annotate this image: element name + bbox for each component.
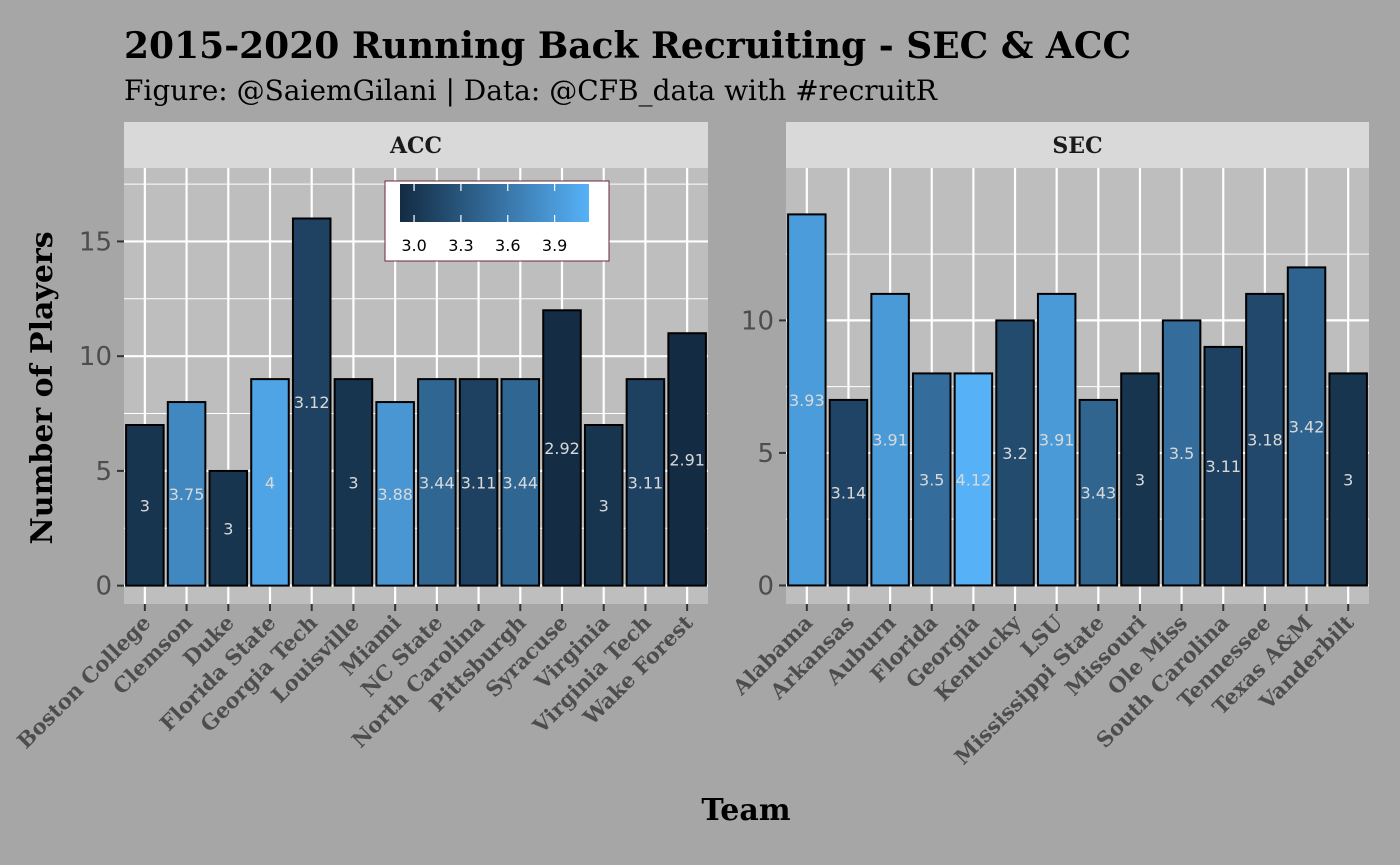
bar-virginia (583, 424, 624, 587)
y-tick-label: 0 (757, 571, 774, 601)
bar-label: 3.12 (294, 393, 330, 412)
bar-label: 3.44 (502, 473, 538, 492)
bar-virginia-tech (625, 378, 666, 587)
bar-label: 3.91 (1039, 431, 1075, 450)
bar-syracuse (542, 309, 582, 587)
bar-arkansas (828, 398, 869, 587)
bar-florida-state (250, 378, 290, 587)
bar-label: 4 (265, 473, 275, 492)
y-axis-title: Number of Players (25, 231, 60, 544)
y-tick-label: 5 (95, 457, 112, 487)
bar-georgia (953, 372, 994, 587)
bar-missouri (1120, 372, 1160, 587)
bar-mississippi-state (1078, 398, 1119, 587)
bar-auburn (870, 292, 910, 587)
bar-label: 3.11 (1205, 457, 1241, 476)
bar-label: 3.88 (377, 485, 413, 504)
chart-title: 2015-2020 Running Back Recruiting - SEC … (124, 25, 1131, 67)
bar-label: 3.43 (1081, 484, 1117, 503)
bar-georgia-tech (291, 217, 332, 587)
x-axis-title: Team (701, 793, 790, 828)
bar-boston-college (125, 424, 165, 587)
bar-south-carolina (1203, 345, 1243, 587)
facet-strip-label: SEC (1052, 133, 1102, 159)
bar-label: 3.91 (872, 431, 908, 450)
bar-label: 3.5 (1169, 444, 1194, 463)
color-legend: 3.0 3.3 3.6 3.9 (384, 180, 610, 262)
bar-pittsburgh (500, 378, 541, 587)
bar-duke (208, 469, 249, 587)
y-tick-label: 10 (741, 306, 774, 336)
bar-louisville (333, 378, 374, 587)
bar-label: 3 (348, 473, 358, 492)
bar-miami (375, 401, 415, 587)
bar-label: 2.91 (669, 450, 705, 469)
bar-florida (912, 372, 952, 587)
bar-label: 3 (1343, 470, 1353, 489)
chart-subtitle: Figure: @SaiemGilani | Data: @CFB_data w… (124, 74, 938, 107)
bar-label: 2.92 (544, 439, 580, 458)
legend-colorbar (400, 184, 589, 222)
bar-kentucky (995, 319, 1035, 587)
bar-label: 3.14 (831, 484, 867, 503)
facet-strip (124, 122, 708, 168)
bar-label: 3 (1135, 470, 1145, 489)
bar-tennessee (1245, 292, 1285, 587)
bar-label: 3 (140, 496, 150, 515)
legend-tick-label: 3.6 (495, 236, 520, 255)
bar-label: 3 (223, 519, 233, 538)
bar-label: 3.44 (419, 473, 455, 492)
facet-strip (786, 122, 1369, 168)
bar-label: 3.93 (789, 391, 825, 410)
bar-label: 3.42 (1289, 417, 1325, 436)
bar-clemson (166, 401, 207, 587)
bar-vanderbilt (1328, 372, 1368, 587)
legend-tick-label: 3.9 (542, 236, 567, 255)
bar-texas-a-m (1286, 266, 1327, 587)
bar-alabama (787, 213, 827, 587)
bar-ole-miss (1161, 319, 1202, 587)
bar-label: 3.11 (461, 473, 497, 492)
bar-north-carolina (458, 378, 499, 587)
y-tick-label: 15 (79, 227, 112, 257)
bar-label: 3.2 (1002, 444, 1027, 463)
legend-tick-label: 3.0 (401, 236, 426, 255)
legend-tick-label: 3.3 (448, 236, 473, 255)
bar-label: 3.75 (169, 485, 205, 504)
bar-label: 4.12 (956, 470, 992, 489)
y-tick-label: 0 (95, 572, 112, 602)
bar-wake-forest (667, 332, 707, 587)
facet-strip-label: ACC (389, 133, 442, 159)
bar-nc-state (417, 378, 457, 587)
bar-label: 3.11 (628, 473, 664, 492)
bar-label: 3.18 (1247, 431, 1283, 450)
y-tick-label: 10 (79, 342, 112, 372)
bar-label: 3 (599, 496, 609, 515)
bar-lsu (1036, 292, 1077, 587)
bar-label: 3.5 (919, 470, 944, 489)
y-tick-label: 5 (757, 439, 774, 469)
